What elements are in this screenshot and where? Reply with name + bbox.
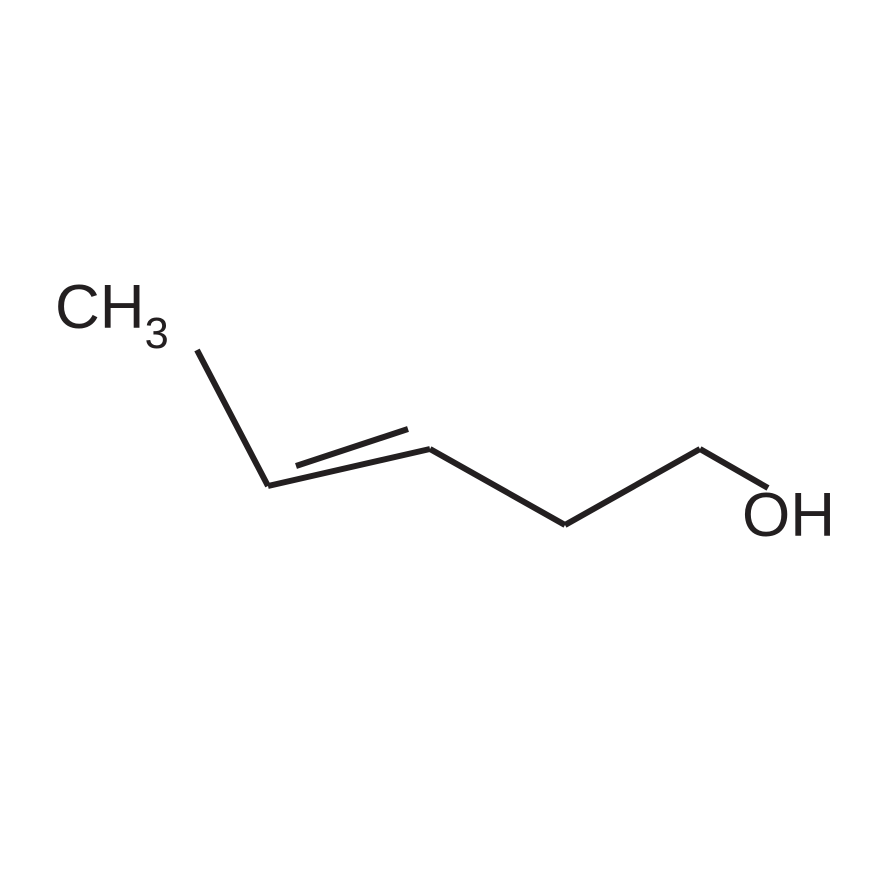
bond-c3-c4	[430, 449, 565, 525]
atom-label-oh: OH	[742, 480, 835, 551]
bond-c4-c5	[565, 449, 700, 525]
atom-label-ch3: CH3	[55, 272, 169, 352]
atom-ch3-sub: 3	[145, 310, 169, 358]
bond-c2-c3-outer	[268, 449, 430, 486]
molecule-canvas: CH3 OH	[0, 0, 890, 890]
bond-ch3-c2	[197, 350, 268, 486]
atom-ch3-main: CH	[55, 273, 145, 342]
bond-layer	[0, 0, 890, 890]
atom-oh-main: OH	[742, 481, 835, 550]
